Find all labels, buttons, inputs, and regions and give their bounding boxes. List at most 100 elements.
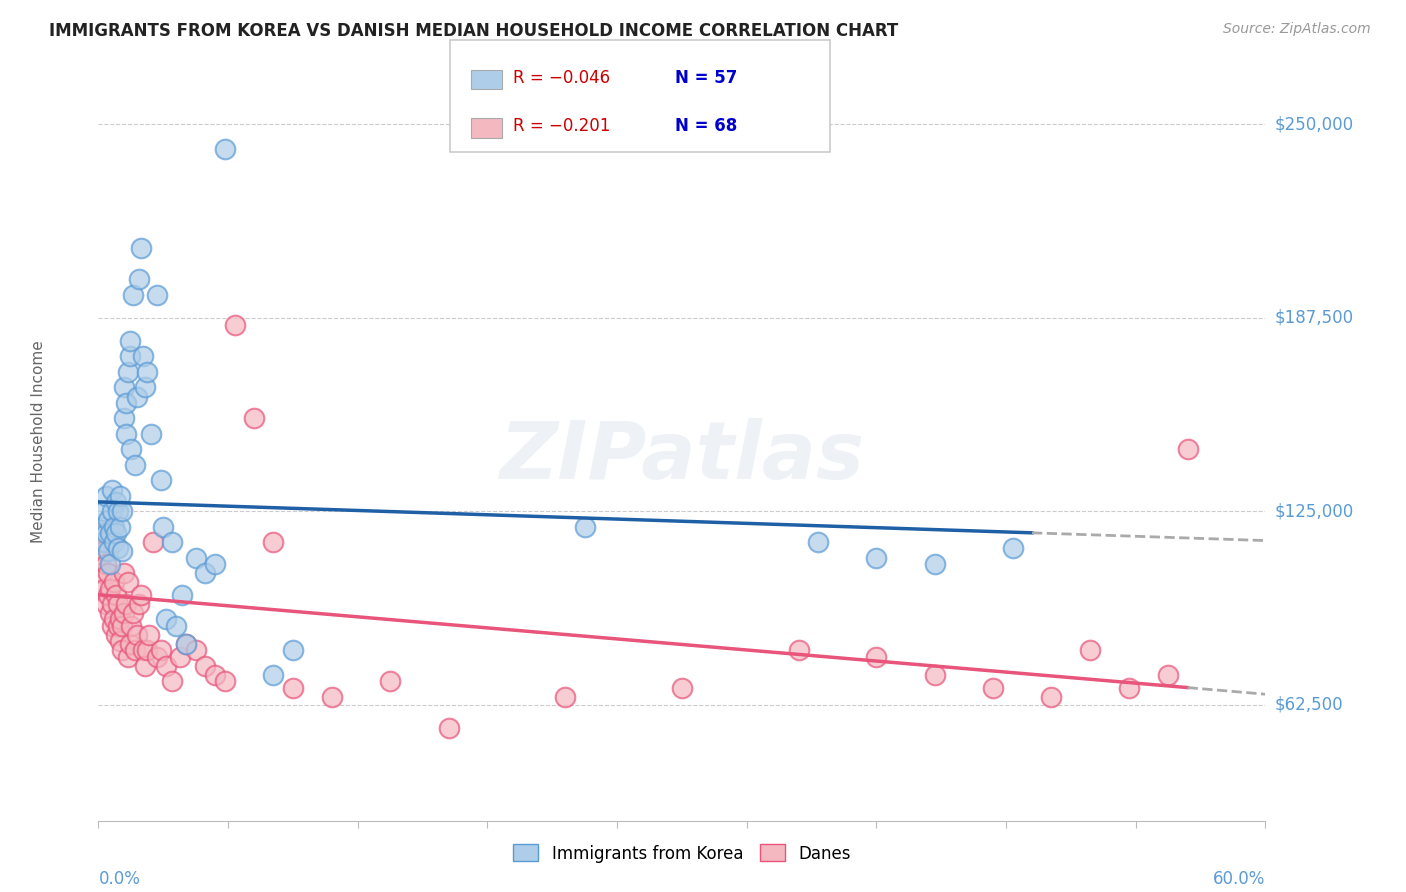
Point — [93, 535, 115, 549]
Point — [138, 628, 160, 642]
Point — [924, 557, 946, 571]
Point — [111, 618, 134, 632]
Point — [128, 272, 150, 286]
Text: 0.0%: 0.0% — [98, 870, 141, 888]
Point — [134, 380, 156, 394]
Point — [132, 350, 155, 364]
Legend: Immigrants from Korea, Danes: Immigrants from Korea, Danes — [506, 838, 858, 869]
Point — [96, 557, 118, 571]
Point — [1118, 681, 1140, 695]
Point — [981, 681, 1004, 695]
Point — [111, 504, 134, 518]
Point — [127, 628, 149, 642]
Text: 60.0%: 60.0% — [1213, 870, 1265, 888]
Point — [96, 525, 118, 540]
Text: $250,000: $250,000 — [1275, 115, 1354, 133]
Point — [101, 618, 124, 632]
Point — [169, 649, 191, 664]
Point — [184, 643, 207, 657]
Point — [262, 535, 284, 549]
Point — [103, 612, 125, 626]
Point — [146, 649, 169, 664]
Point — [93, 582, 115, 596]
Point — [1177, 442, 1199, 457]
Text: Median Household Income: Median Household Income — [31, 340, 46, 543]
Point — [93, 504, 115, 518]
Point — [97, 588, 120, 602]
Point — [671, 681, 693, 695]
Point — [122, 287, 145, 301]
Point — [103, 575, 125, 590]
Point — [174, 637, 197, 651]
Point — [155, 659, 177, 673]
Text: R = −0.201: R = −0.201 — [513, 117, 610, 135]
Point — [574, 519, 596, 533]
Point — [104, 525, 127, 540]
Text: N = 57: N = 57 — [675, 69, 737, 87]
Point — [128, 597, 150, 611]
Point — [129, 588, 152, 602]
Point — [103, 519, 125, 533]
Point — [1001, 541, 1024, 556]
Point — [104, 588, 127, 602]
Point — [114, 597, 136, 611]
Point — [139, 426, 162, 441]
Point — [89, 550, 111, 565]
Point — [1040, 690, 1063, 704]
Point — [97, 544, 120, 558]
Point — [91, 525, 114, 540]
Point — [243, 411, 266, 425]
Point — [91, 519, 114, 533]
Point — [554, 690, 576, 704]
Point — [101, 504, 124, 518]
Point — [101, 597, 124, 611]
Point — [204, 557, 226, 571]
Point — [108, 612, 131, 626]
Point — [204, 668, 226, 682]
Point — [107, 597, 129, 611]
Point — [162, 535, 184, 549]
Text: ZIPatlas: ZIPatlas — [499, 417, 865, 496]
Point — [136, 365, 159, 379]
Point — [107, 504, 129, 518]
Point — [281, 643, 304, 657]
Point — [174, 637, 197, 651]
Point — [101, 483, 124, 497]
Point — [93, 544, 115, 558]
Point — [104, 495, 127, 509]
Point — [184, 550, 207, 565]
Point — [97, 513, 120, 527]
Point — [380, 674, 402, 689]
Text: $62,500: $62,500 — [1275, 696, 1344, 714]
Point — [437, 721, 460, 735]
Text: Source: ZipAtlas.com: Source: ZipAtlas.com — [1223, 22, 1371, 37]
Point — [132, 643, 155, 657]
Point — [114, 396, 136, 410]
Point — [118, 637, 141, 651]
Point — [112, 380, 135, 394]
Point — [170, 588, 193, 602]
Point — [96, 597, 118, 611]
Point — [112, 411, 135, 425]
Text: IMMIGRANTS FROM KOREA VS DANISH MEDIAN HOUSEHOLD INCOME CORRELATION CHART: IMMIGRANTS FROM KOREA VS DANISH MEDIAN H… — [49, 22, 898, 40]
Point — [127, 390, 149, 404]
Point — [107, 618, 129, 632]
Point — [117, 649, 139, 664]
Point — [149, 643, 172, 657]
Text: N = 68: N = 68 — [675, 117, 737, 135]
Point — [224, 318, 246, 333]
Point — [104, 628, 127, 642]
Point — [117, 575, 139, 590]
Point — [214, 674, 236, 689]
Point — [91, 566, 114, 580]
Point — [117, 365, 139, 379]
Point — [121, 442, 143, 457]
Point — [146, 287, 169, 301]
Point — [162, 674, 184, 689]
Point — [129, 241, 152, 255]
Point — [142, 535, 165, 549]
Point — [1080, 643, 1102, 657]
Point — [112, 607, 135, 621]
Point — [134, 659, 156, 673]
Point — [152, 519, 174, 533]
